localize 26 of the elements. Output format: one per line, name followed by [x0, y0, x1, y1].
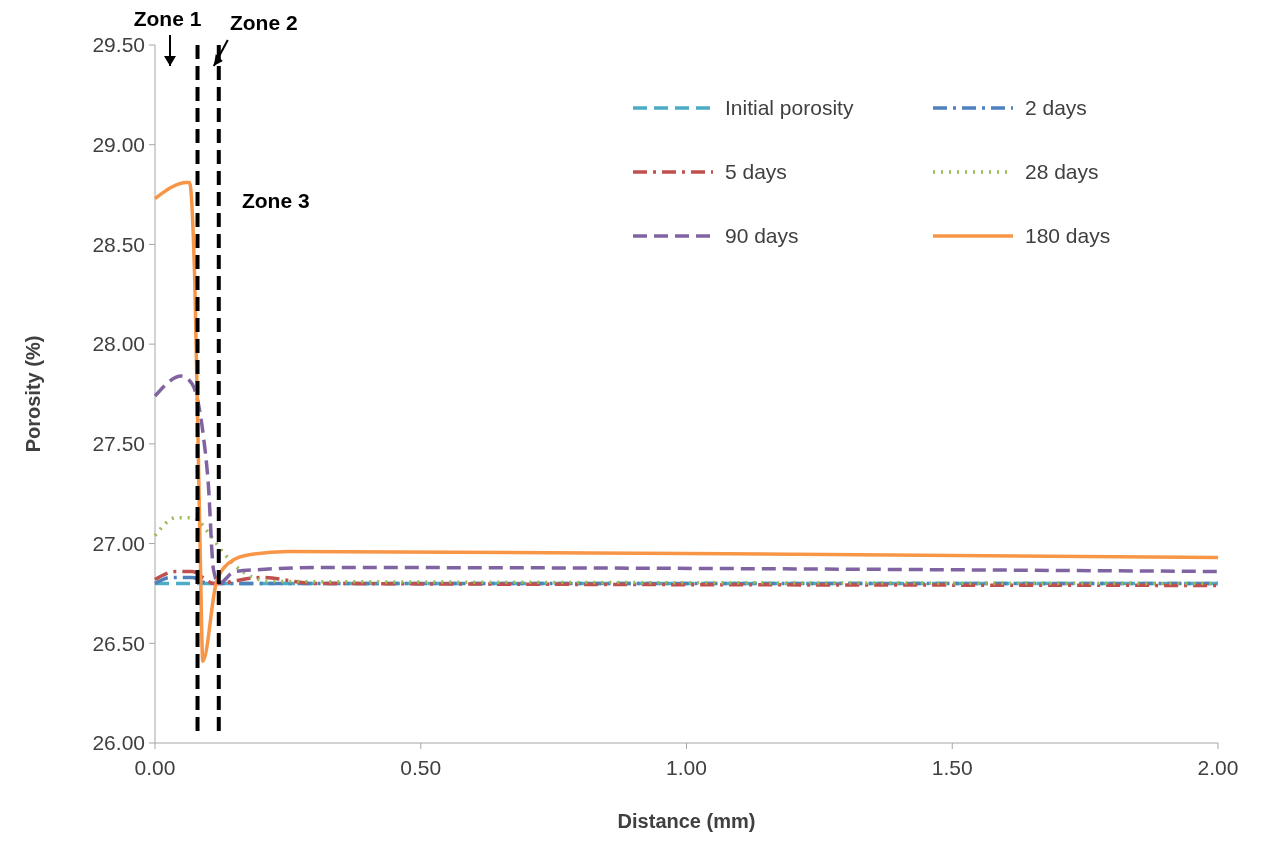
y-tick-label: 26.50 — [92, 631, 145, 655]
legend-label: 5 days — [725, 160, 787, 184]
line-series — [153, 515, 1220, 586]
y-tick-label: 28.00 — [92, 332, 145, 356]
x-tick-label: 0.00 — [134, 756, 176, 779]
x-tick-label: 1.50 — [931, 756, 973, 779]
y-tick-label: 27.00 — [92, 531, 145, 555]
text: Zone 1 — [133, 7, 202, 30]
legend-label: 90 days — [725, 224, 799, 248]
legend-label: 2 days — [1025, 96, 1087, 120]
y-tick-label: 29.00 — [92, 133, 145, 157]
y-tick-label: 27.50 — [92, 432, 145, 456]
y-tick-label: 29.50 — [92, 33, 145, 57]
legend-label: 180 days — [1025, 224, 1111, 248]
x-tick-label: 2.00 — [1197, 756, 1239, 779]
x-tick-label: 0.50 — [400, 756, 442, 779]
y-tick-label: 26.00 — [92, 731, 145, 755]
annotation: Zone 3 — [241, 189, 310, 212]
x-axis-title: Distance (mm) — [617, 810, 756, 832]
legend-label: Initial porosity — [725, 96, 854, 120]
x-tick-label: 1.00 — [666, 756, 707, 779]
text: Zone 2 — [229, 11, 298, 34]
line-series — [153, 374, 1220, 586]
y-axis-title: Porosity (%) — [22, 335, 44, 453]
legend-label: 28 days — [1025, 160, 1099, 184]
y-tick-label: 28.50 — [92, 232, 145, 256]
